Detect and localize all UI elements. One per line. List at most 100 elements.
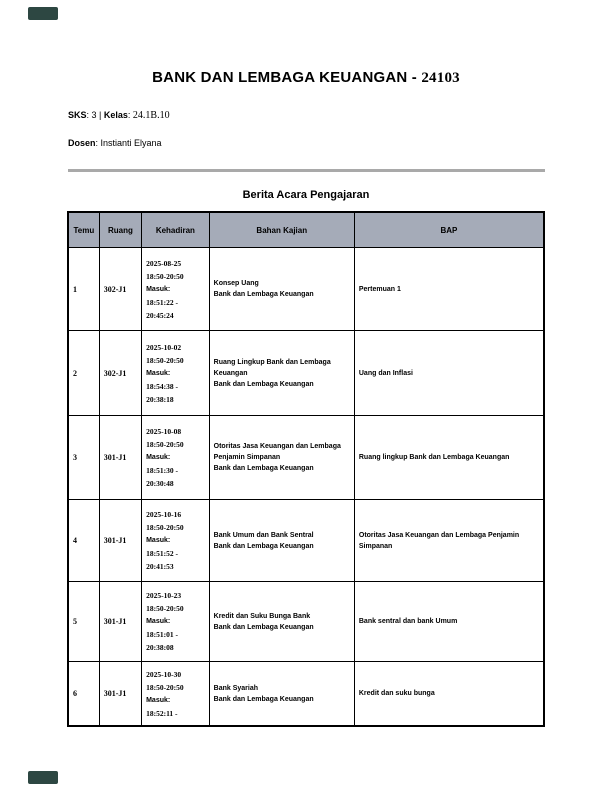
- cell-bahan-kajian: Otoritas Jasa Keuangan dan Lembaga Penja…: [208, 415, 355, 500]
- cell-kehadiran: 2025-10-23 18:50-20:50 Masuk: 18:51:01 -…: [141, 581, 210, 662]
- kehadiran-start: 18:51:01 -: [146, 630, 178, 639]
- cell-kehadiran: 2025-08-25 18:50-20:50 Masuk: 18:51:22 -…: [141, 247, 210, 331]
- cell-kehadiran: 2025-10-08 18:50-20:50 Masuk: 18:51:30 -…: [141, 415, 210, 500]
- kehadiran-schedule: 18:50-20:50: [146, 523, 184, 532]
- course-meta-line: SKS: 3 | Kelas: 24.1B.10: [68, 110, 170, 121]
- kelas-colon: :: [127, 110, 133, 120]
- page-corner-mark-top: [28, 7, 58, 20]
- horizontal-divider: [68, 169, 545, 172]
- kehadiran-end: 20:45:24: [146, 310, 174, 320]
- table-row: 4 301-J1 2025-10-16 18:50-20:50 Masuk: 1…: [67, 499, 545, 582]
- page-title-code: 24103: [421, 70, 460, 86]
- cell-bahan-kajian: Konsep Uang Bank dan Lembaga Keuangan: [208, 247, 355, 331]
- kehadiran-date: 2025-10-16: [146, 510, 182, 519]
- kehadiran-start: 18:51:52 -: [146, 549, 178, 558]
- cell-bap: Uang dan Inflasi: [353, 330, 545, 416]
- table-header-row: Temu Ruang Kehadiran Bahan Kajian BAP: [67, 211, 545, 248]
- cell-temu: 2: [67, 330, 100, 416]
- cell-bahan-kajian: Bank Syariah Bank dan Lembaga Keuangan: [208, 661, 355, 727]
- bahan-topic: Konsep Uang: [213, 280, 259, 287]
- header-ruang: Ruang: [98, 211, 143, 248]
- bahan-course: Bank dan Lembaga Keuangan: [213, 291, 314, 298]
- table-row: 6 301-J1 2025-10-30 18:50-20:50 Masuk: 1…: [67, 661, 545, 727]
- cell-temu: 4: [67, 499, 100, 582]
- cell-ruang: 301-J1: [98, 499, 143, 582]
- kehadiran-start: 18:51:30 -: [146, 466, 178, 475]
- kehadiran-date: 2025-10-23: [146, 591, 182, 600]
- table-row: 2 302-J1 2025-10-02 18:50-20:50 Masuk: 1…: [67, 330, 545, 416]
- table-row: 3 301-J1 2025-10-08 18:50-20:50 Masuk: 1…: [67, 415, 545, 500]
- table-title: Berita Acara Pengajaran: [242, 189, 370, 201]
- header-bahan-kajian: Bahan Kajian: [208, 211, 355, 248]
- kelas-value: 24.1B.10: [132, 110, 170, 121]
- cell-bahan-kajian: Kredit dan Suku Bunga Bank Bank dan Lemb…: [208, 581, 355, 662]
- header-kehadiran: Kehadiran: [141, 211, 210, 248]
- kehadiran-date: 2025-10-02: [146, 342, 182, 352]
- bahan-topic: Bank Syariah: [213, 684, 259, 692]
- kehadiran-end: 20:38:08: [146, 643, 174, 652]
- cell-bahan-kajian: Ruang Lingkup Bank dan Lembaga Keuangan …: [208, 330, 355, 416]
- kehadiran-date: 2025-08-25: [146, 258, 182, 268]
- kelas-label: Kelas: [103, 110, 128, 120]
- bahan-course: Bank dan Lembaga Keuangan: [213, 623, 314, 631]
- page-title: BANK DAN LEMBAGA KEUANGAN - 24103: [0, 69, 612, 87]
- cell-bap: Otoritas Jasa Keuangan dan Lembaga Penja…: [353, 499, 545, 582]
- kehadiran-masuk-label: Masuk:: [146, 454, 171, 461]
- header-bap: BAP: [353, 211, 545, 248]
- cell-bap: Kredit dan suku bunga: [353, 661, 545, 727]
- cell-ruang: 301-J1: [98, 661, 143, 727]
- cell-bap: Bank sentral dan bank Umum: [353, 581, 545, 662]
- kehadiran-masuk-label: Masuk:: [146, 537, 171, 544]
- cell-temu: 1: [67, 247, 100, 331]
- kehadiran-masuk-label: Masuk:: [146, 369, 171, 377]
- kehadiran-start: 18:52:11 -: [146, 708, 178, 718]
- kehadiran-start: 18:51:22 -: [146, 297, 178, 307]
- page-corner-mark-bottom: [28, 771, 58, 784]
- cell-kehadiran: 2025-10-30 18:50-20:50 Masuk: 18:52:11 -: [141, 661, 210, 727]
- bahan-course: Bank dan Lembaga Keuangan: [213, 465, 314, 472]
- kehadiran-schedule: 18:50-20:50: [146, 355, 184, 365]
- cell-bap: Ruang lingkup Bank dan Lembaga Keuangan: [353, 415, 545, 500]
- dosen-label: Dosen: [68, 138, 96, 148]
- bahan-course: Bank dan Lembaga Keuangan: [213, 695, 314, 703]
- kehadiran-masuk-label: Masuk:: [146, 618, 171, 625]
- cell-bahan-kajian: Bank Umum dan Bank Sentral Bank dan Lemb…: [208, 499, 355, 582]
- cell-temu: 3: [67, 415, 100, 500]
- header-temu: Temu: [67, 211, 100, 248]
- cell-temu: 6: [67, 661, 100, 727]
- kehadiran-masuk-label: Masuk:: [146, 285, 171, 293]
- bahan-course: Bank dan Lembaga Keuangan: [213, 542, 314, 550]
- bahan-course: Bank dan Lembaga Keuangan: [213, 380, 314, 388]
- cell-ruang: 302-J1: [98, 330, 143, 416]
- bahan-topic: Otoritas Jasa Keuangan dan Lembaga Penja…: [213, 443, 341, 461]
- kehadiran-start: 18:54:38 -: [146, 381, 178, 391]
- sks-label: SKS: [68, 110, 87, 120]
- berita-acara-table: Temu Ruang Kehadiran Bahan Kajian BAP 1 …: [67, 211, 545, 727]
- table-row: 1 302-J1 2025-08-25 18:50-20:50 Masuk: 1…: [67, 247, 545, 331]
- kehadiran-schedule: 18:50-20:50: [146, 604, 184, 613]
- cell-temu: 5: [67, 581, 100, 662]
- sks-value: : 3 |: [86, 110, 104, 120]
- dosen-meta-line: Dosen: Instianti Elyana: [68, 138, 162, 148]
- cell-ruang: 301-J1: [98, 581, 143, 662]
- cell-kehadiran: 2025-10-16 18:50-20:50 Masuk: 18:51:52 -…: [141, 499, 210, 582]
- bahan-topic: Kredit dan Suku Bunga Bank: [213, 612, 311, 620]
- kehadiran-date: 2025-10-08: [146, 427, 182, 436]
- cell-bap: Pertemuan 1: [353, 247, 545, 331]
- cell-ruang: 301-J1: [98, 415, 143, 500]
- kehadiran-end: 20:38:18: [146, 394, 174, 404]
- page-title-text: BANK DAN LEMBAGA KEUANGAN -: [152, 69, 417, 86]
- kehadiran-end: 20:30:48: [146, 479, 174, 488]
- kehadiran-schedule: 18:50-20:50: [146, 271, 184, 281]
- cell-ruang: 302-J1: [98, 247, 143, 331]
- kehadiran-end: 20:41:53: [146, 562, 174, 571]
- bahan-topic: Bank Umum dan Bank Sentral: [213, 531, 314, 539]
- cell-kehadiran: 2025-10-02 18:50-20:50 Masuk: 18:54:38 -…: [141, 330, 210, 416]
- bahan-topic: Ruang Lingkup Bank dan Lembaga Keuangan: [213, 358, 331, 377]
- dosen-value: : Instianti Elyana: [95, 138, 162, 148]
- kehadiran-date: 2025-10-30: [146, 669, 182, 679]
- table-row: 5 301-J1 2025-10-23 18:50-20:50 Masuk: 1…: [67, 581, 545, 662]
- kehadiran-masuk-label: Masuk:: [146, 696, 171, 704]
- kehadiran-schedule: 18:50-20:50: [146, 440, 184, 449]
- kehadiran-schedule: 18:50-20:50: [146, 682, 184, 692]
